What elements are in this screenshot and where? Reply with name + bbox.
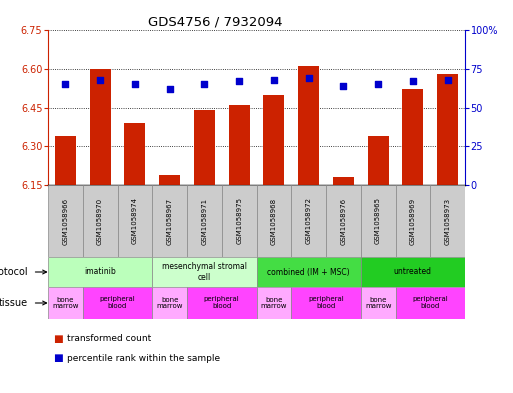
Bar — [326, 185, 361, 257]
Bar — [125, 123, 145, 185]
Text: GSM1058966: GSM1058966 — [63, 197, 68, 244]
Bar — [83, 287, 152, 319]
Bar — [152, 287, 187, 319]
Bar — [291, 287, 361, 319]
Bar — [264, 95, 284, 185]
Text: mesenchymal stromal
cell: mesenchymal stromal cell — [162, 262, 247, 282]
Bar — [361, 185, 396, 257]
Bar — [159, 174, 180, 185]
Bar — [256, 287, 291, 319]
Point — [200, 81, 208, 87]
Text: ■: ■ — [53, 334, 63, 343]
Bar — [361, 257, 465, 287]
Bar — [48, 185, 83, 257]
Text: peripheral
blood: peripheral blood — [100, 296, 135, 310]
Bar — [437, 74, 458, 185]
Bar — [152, 185, 187, 257]
Text: GSM1058974: GSM1058974 — [132, 198, 138, 244]
Point — [305, 75, 313, 81]
Point — [339, 83, 347, 89]
Text: bone
marrow: bone marrow — [156, 296, 183, 310]
Text: GSM1058973: GSM1058973 — [445, 197, 450, 244]
Bar — [430, 185, 465, 257]
Text: peripheral
blood: peripheral blood — [204, 296, 240, 310]
Text: GSM1058965: GSM1058965 — [375, 198, 381, 244]
Bar — [368, 136, 388, 185]
Text: combined (IM + MSC): combined (IM + MSC) — [267, 268, 350, 277]
Point — [131, 81, 139, 87]
Bar — [222, 185, 256, 257]
Bar — [117, 185, 152, 257]
Bar — [48, 287, 83, 319]
Text: GSM1058972: GSM1058972 — [306, 198, 311, 244]
Bar — [48, 257, 152, 287]
Text: GSM1058976: GSM1058976 — [340, 197, 346, 244]
Bar — [90, 69, 110, 185]
Point — [96, 77, 104, 83]
Point — [409, 78, 417, 84]
Point — [61, 81, 69, 87]
Bar — [194, 110, 215, 185]
Text: GDS4756 / 7932094: GDS4756 / 7932094 — [148, 16, 283, 29]
Text: bone
marrow: bone marrow — [365, 296, 391, 310]
Bar — [361, 287, 396, 319]
Text: imatinib: imatinib — [84, 268, 116, 277]
Text: GSM1058971: GSM1058971 — [202, 197, 207, 244]
Bar — [83, 185, 117, 257]
Point — [166, 86, 174, 92]
Bar — [396, 185, 430, 257]
Point — [270, 77, 278, 83]
Point — [444, 77, 452, 83]
Bar — [396, 287, 465, 319]
Bar — [55, 136, 76, 185]
Text: untreated: untreated — [394, 268, 432, 277]
Text: peripheral
blood: peripheral blood — [412, 296, 448, 310]
Text: GSM1058969: GSM1058969 — [410, 197, 416, 244]
Text: peripheral
blood: peripheral blood — [308, 296, 344, 310]
Text: tissue: tissue — [0, 298, 28, 308]
Bar — [229, 105, 249, 185]
Point — [374, 81, 382, 87]
Text: ■: ■ — [53, 353, 63, 363]
Text: GSM1058967: GSM1058967 — [167, 197, 173, 244]
Bar — [187, 287, 256, 319]
Text: protocol: protocol — [0, 267, 28, 277]
Bar — [403, 90, 423, 185]
Bar — [291, 185, 326, 257]
Bar — [187, 185, 222, 257]
Bar — [152, 257, 256, 287]
Text: GSM1058968: GSM1058968 — [271, 197, 277, 244]
Text: bone
marrow: bone marrow — [52, 296, 78, 310]
Text: GSM1058970: GSM1058970 — [97, 197, 103, 244]
Text: GSM1058975: GSM1058975 — [236, 198, 242, 244]
Text: transformed count: transformed count — [68, 334, 152, 343]
Bar — [256, 257, 361, 287]
Text: bone
marrow: bone marrow — [261, 296, 287, 310]
Bar — [256, 185, 291, 257]
Bar — [333, 177, 354, 185]
Bar — [298, 66, 319, 185]
Point — [235, 78, 243, 84]
Text: percentile rank within the sample: percentile rank within the sample — [68, 354, 221, 363]
